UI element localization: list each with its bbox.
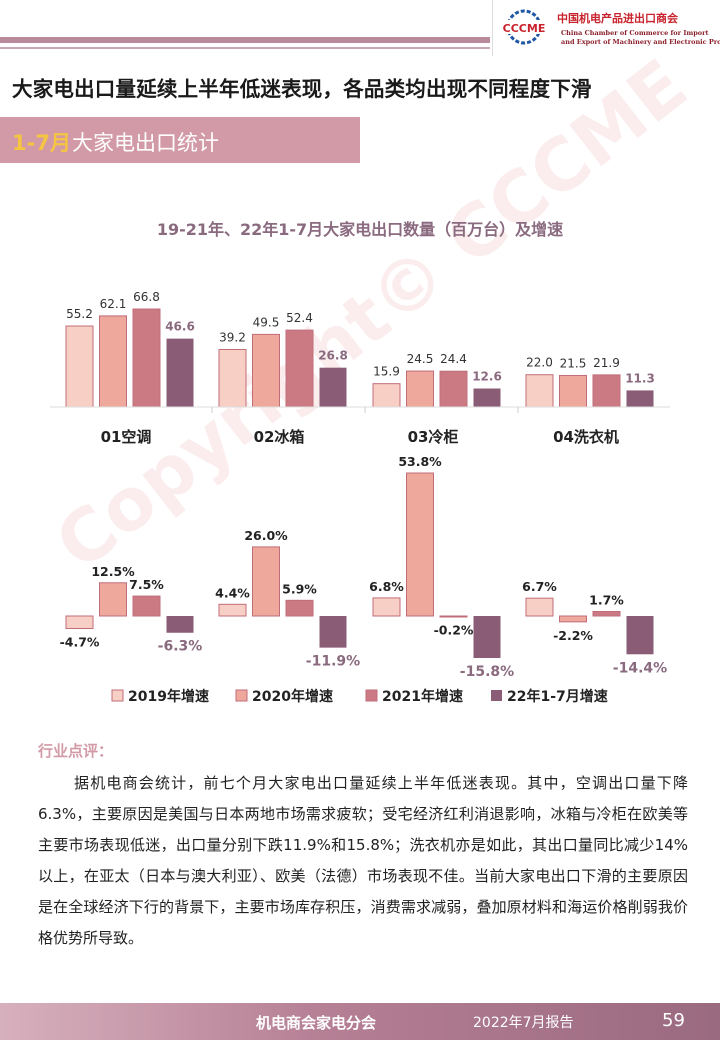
bar-growth-2-2 xyxy=(252,546,280,617)
qty-label-2-2: 49.5 xyxy=(253,315,280,329)
legend-label-4: 22年1-7月增速 xyxy=(507,688,608,705)
bar-qty-1-4 xyxy=(166,338,194,407)
cccme-logo-icon: CCCME xyxy=(500,9,548,45)
qty-label-3-4: 12.6 xyxy=(472,370,502,384)
bar-growth-4-4 xyxy=(626,616,654,655)
legend-swatch-2 xyxy=(235,689,248,702)
growth-label-1-4: -6.3% xyxy=(158,639,203,655)
qty-label-1-4: 46.6 xyxy=(165,320,195,334)
bar-qty-3-3 xyxy=(439,370,468,408)
growth-label-2-3: 5.9% xyxy=(282,581,317,596)
bar-growth-2-3 xyxy=(285,599,314,617)
growth-label-2-2: 26.0% xyxy=(244,528,288,543)
bar-growth-1-3 xyxy=(132,595,161,617)
growth-label-4-4: -14.4% xyxy=(613,660,667,676)
growth-label-1-1: -4.7% xyxy=(60,634,100,649)
bar-growth-4-3 xyxy=(592,610,621,617)
growth-label-1-3: 7.5% xyxy=(129,577,164,592)
qty-label-4-2: 21.5 xyxy=(560,356,587,370)
section-title-highlight: 1-7月 xyxy=(12,131,71,155)
bar-qty-3-1 xyxy=(372,383,401,408)
bar-growth-2-4 xyxy=(319,616,347,648)
bar-qty-2-1 xyxy=(218,348,247,408)
growth-label-4-3: 1.7% xyxy=(589,592,624,607)
growth-label-3-2: 53.8% xyxy=(398,454,442,469)
bar-growth-1-1 xyxy=(65,615,94,629)
bar-growth-3-1 xyxy=(372,597,401,617)
legend-label-2: 2020年增速 xyxy=(252,688,333,705)
growth-label-3-3: -0.2% xyxy=(434,623,474,638)
bar-growth-3-3 xyxy=(439,615,468,618)
bar-qty-1-2 xyxy=(99,315,127,408)
header-rule-thick xyxy=(0,37,490,43)
qty-label-3-2: 24.5 xyxy=(407,352,434,366)
bar-growth-3-2 xyxy=(406,472,434,617)
header-rule-thin xyxy=(0,47,490,49)
growth-label-4-2: -2.2% xyxy=(553,628,593,643)
qty-label-4-4: 11.3 xyxy=(625,371,655,385)
footer-report: 2022年7月报告 xyxy=(473,1015,574,1031)
growth-label-2-4: -11.9% xyxy=(306,654,360,670)
growth-label-1-2: 12.5% xyxy=(91,564,135,579)
org-name-en-line2: and Export of Machinery and Electronic P… xyxy=(561,38,720,46)
legend-swatch-1 xyxy=(111,689,124,702)
bar-growth-4-1 xyxy=(525,597,554,617)
bar-growth-1-4 xyxy=(166,616,194,633)
bar-growth-4-2 xyxy=(559,615,587,623)
chart-title: 19-21年、22年1-7月大家电出口数量（百万台）及增速 xyxy=(156,220,564,239)
category-label-1: 01空调 xyxy=(101,428,152,446)
comment-title: 行业点评： xyxy=(38,742,114,760)
page-number: 59 xyxy=(662,1010,685,1031)
section-title-text: 大家电出口统计 xyxy=(72,131,219,155)
category-label-3: 03冷柜 xyxy=(408,428,459,446)
growth-label-3-4: -15.8% xyxy=(460,664,514,680)
growth-label-3-1: 6.8% xyxy=(369,579,404,594)
org-name-cn: 中国机电产品进出口商会 xyxy=(557,12,678,25)
export-chart: 55.2 62.1 66.8 46.6 01空调 39.2 49.5 52.4 26.8 02冰箱… xyxy=(50,290,670,705)
growth-label-2-1: 4.4% xyxy=(215,585,250,600)
qty-label-2-3: 52.4 xyxy=(286,311,313,325)
page-footer: 机电商会家电分会 2022年7月报告 59 xyxy=(0,1003,720,1040)
qty-label-4-3: 21.9 xyxy=(593,356,620,370)
qty-label-1-2: 62.1 xyxy=(100,297,127,311)
growth-label-4-1: 6.7% xyxy=(522,579,557,594)
qty-label-2-1: 39.2 xyxy=(219,330,246,344)
section-title-bar: 1-7月 大家电出口统计 xyxy=(0,117,360,163)
qty-label-1-1: 55.2 xyxy=(66,307,93,321)
bar-qty-4-3 xyxy=(592,374,621,408)
org-name-en-line1: China Chamber of Commerce for Import xyxy=(561,29,709,37)
bar-qty-2-3 xyxy=(285,329,314,408)
category-label-4: 04洗衣机 xyxy=(553,428,619,446)
bar-qty-4-1 xyxy=(525,374,554,408)
bar-qty-2-2 xyxy=(252,333,280,408)
bar-qty-2-4 xyxy=(319,367,347,407)
bar-qty-3-2 xyxy=(406,370,434,408)
qty-label-1-3: 66.8 xyxy=(133,290,160,304)
legend-swatch-4 xyxy=(491,690,502,701)
bar-growth-1-2 xyxy=(99,582,127,617)
legend-label-3: 2021年增速 xyxy=(382,688,463,705)
legend-label-1: 2019年增速 xyxy=(128,688,209,705)
qty-label-3-1: 15.9 xyxy=(373,365,400,379)
qty-label-3-3: 24.4 xyxy=(440,352,467,366)
bar-qty-1-3 xyxy=(132,308,161,408)
qty-label-4-1: 22.0 xyxy=(526,356,553,370)
legend-swatch-3 xyxy=(365,689,378,702)
logo-text: CCCME xyxy=(503,22,546,35)
bar-growth-3-4 xyxy=(473,616,501,658)
page-headline: 大家电出口量延续上半年低迷表现，各品类均出现不同程度下滑 xyxy=(12,77,592,101)
org-logo-block: CCCME 中国机电产品进出口商会 China Chamber of Comme… xyxy=(492,0,720,56)
bar-qty-4-4 xyxy=(626,390,654,407)
bar-growth-2-1 xyxy=(218,603,247,617)
bar-qty-1-1 xyxy=(65,325,94,408)
qty-label-2-4: 26.8 xyxy=(318,349,348,363)
footer-org: 机电商会家电分会 xyxy=(256,1014,377,1032)
category-label-2: 02冰箱 xyxy=(254,428,305,446)
bar-qty-4-2 xyxy=(559,374,587,408)
bar-qty-3-4 xyxy=(473,388,501,407)
comment-paragraph: 据机电商会统计，前七个月大家电出口量延续上半年低迷表现。其中，空调出口量下降6.… xyxy=(38,774,688,947)
